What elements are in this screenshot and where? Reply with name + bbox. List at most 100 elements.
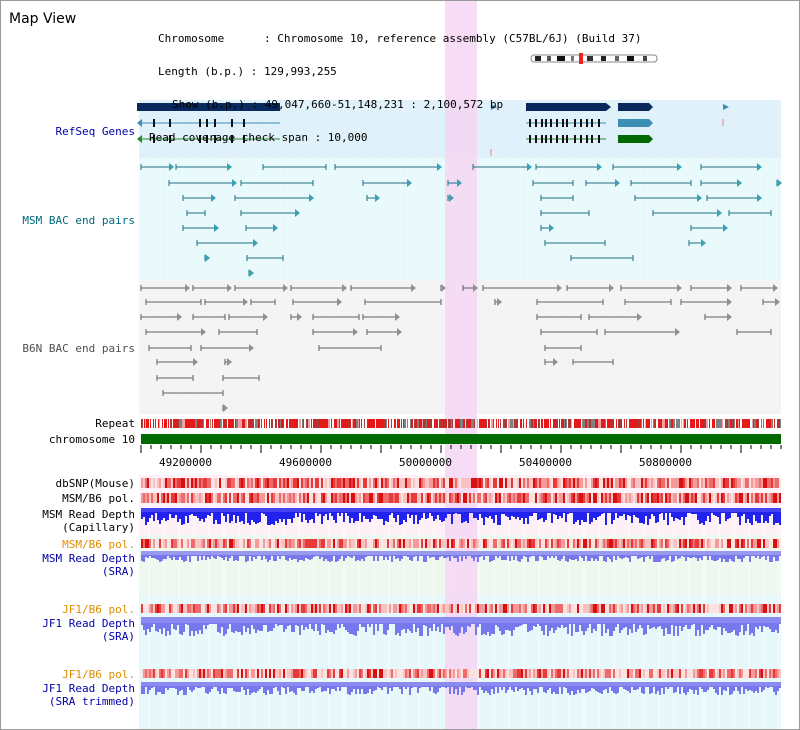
polymorphism-cell [309,604,311,613]
read-depth-bar [771,686,773,687]
read-depth-bar [705,555,707,556]
polymorphism-cell [581,478,583,488]
read-depth-bar [403,512,405,520]
polymorphism-cell [521,669,523,678]
read-depth-bar [211,512,213,513]
polymorphism-cell [293,493,295,503]
polymorphism-cell [477,493,479,503]
polymorphism-cell [469,478,471,488]
read-depth-bar [387,555,389,560]
read-depth-bar [433,623,435,624]
polymorphism-cell [641,604,643,613]
exon [580,135,582,143]
read-depth-bar [299,512,301,513]
polymorphism-cell [461,493,463,503]
polymorphism-cell [321,493,323,503]
read-depth-bar [441,512,443,522]
read-depth-bar [575,623,577,632]
read-depth-bar [351,686,353,692]
polymorphism-cell [263,493,265,503]
polymorphism-cell [373,669,375,678]
read-depth-bar [509,555,511,561]
read-depth-bar [357,686,359,689]
repeat-mark [474,419,475,428]
read-depth-bar [631,623,633,633]
polymorphism-cell [591,604,593,613]
polymorphism-cell [303,493,305,503]
polymorphism-cell [767,478,769,488]
polymorphism-cell [725,478,727,488]
read-depth-bar [601,512,603,514]
read-depth-bar [417,686,419,693]
repeat-mark [643,419,644,428]
polymorphism-cell [543,478,545,488]
repeat-mark [261,419,262,428]
track-label-refseq-genes[interactable]: RefSeq Genes [55,125,135,138]
read-depth-bar [631,686,633,687]
polymorphism-cell [367,493,369,503]
read-depth-bar [173,555,175,557]
read-depth-bar [533,686,535,689]
track-label-b6n-bac[interactable]: B6N BAC end pairs [22,342,135,355]
polymorphism-cell [215,478,217,488]
polymorphism-cell [303,669,305,678]
read-depth-bar [371,623,373,624]
polymorphism-cell [245,539,247,548]
polymorphism-cell [667,539,669,548]
read-depth-bar [343,555,345,561]
polymorphism-cell [329,669,331,678]
read-depth-bar [471,555,473,558]
polymorphism-cell [397,669,399,678]
read-depth-bar [421,555,423,556]
read-depth-bar [229,623,231,624]
polymorphism-cell [743,478,745,488]
polymorphism-cell [281,669,283,678]
read-depth-bar [295,623,297,625]
polymorphism-cell [141,493,143,503]
polymorphism-cell [387,493,389,503]
read-depth-bar [405,686,407,689]
polymorphism-cell [277,493,279,503]
repeat-mark [229,419,230,428]
polymorphism-cell [193,539,195,548]
read-depth-bar [625,555,627,557]
read-depth-bar [543,555,545,560]
repeat-mark [542,419,543,428]
read-depth-bar [265,512,267,516]
polymorphism-cell [505,493,507,503]
read-depth-bar [535,686,537,689]
polymorphism-cell [189,539,191,548]
polymorphism-cell [759,669,761,678]
repeat-mark [195,419,197,428]
track-label-msm-bac[interactable]: MSM BAC end pairs [22,214,135,227]
polymorphism-cell [421,604,423,613]
polymorphism-cell [759,604,761,613]
polymorphism-cell [177,478,179,488]
read-depth-bar [213,623,215,624]
read-depth-bar [295,686,297,695]
read-depth-bar [293,555,295,559]
bac-end-arrow [205,254,210,262]
polymorphism-cell [207,604,209,613]
polymorphism-cell [705,669,707,678]
polymorphism-cell [597,478,599,488]
polymorphism-cell [189,604,191,613]
polymorphism-cell [577,669,579,678]
read-depth-bar [457,555,459,562]
read-depth-bar [485,686,487,691]
polymorphism-cell [529,539,531,548]
polymorphism-cell [629,478,631,488]
bac-end-arrow [437,163,442,171]
read-depth-bar [221,555,223,558]
repeat-mark [424,419,426,428]
polymorphism-cell [375,539,377,548]
polymorphism-cell [209,604,211,613]
read-depth-bar [405,512,407,522]
read-depth-bar [321,512,323,524]
polymorphism-cell [779,669,781,678]
polymorphism-cell [757,669,759,678]
polymorphism-cell [397,493,399,503]
polymorphism-cell [721,669,723,678]
polymorphism-cell [291,604,293,613]
